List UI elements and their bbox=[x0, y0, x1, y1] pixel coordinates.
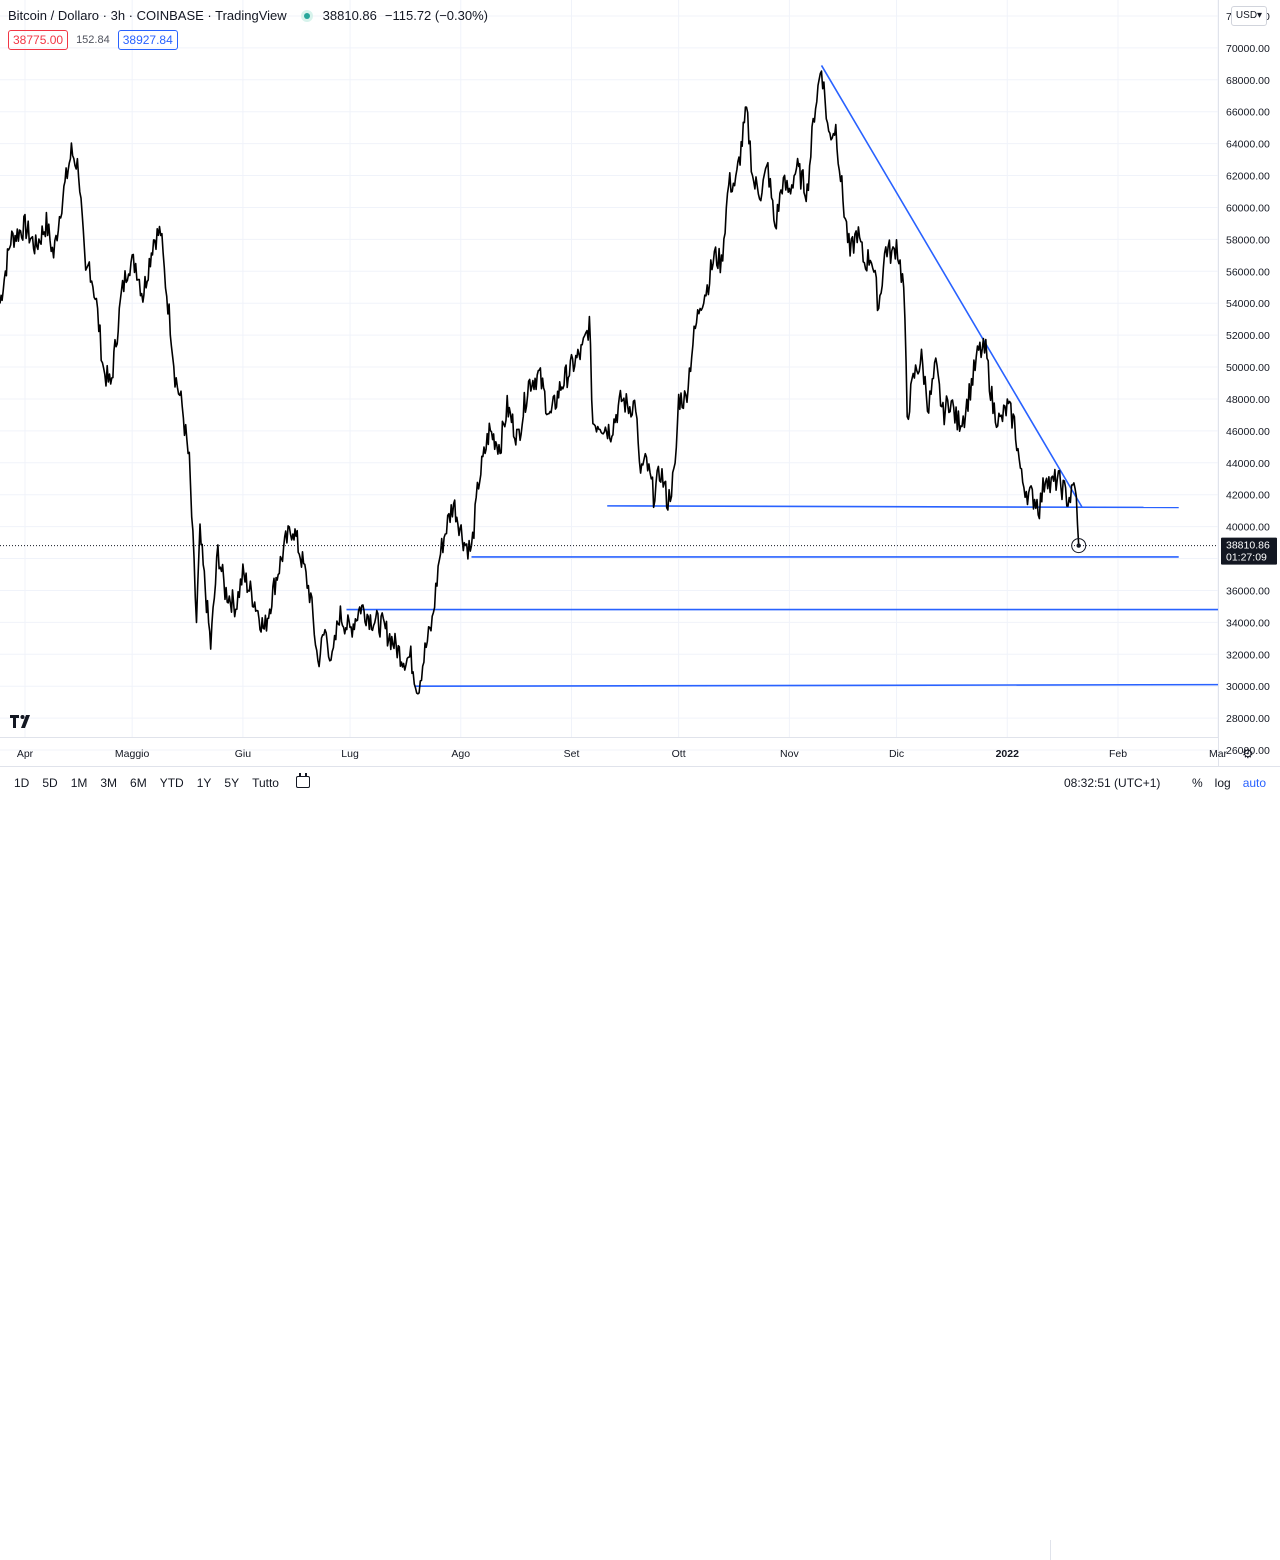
last-price: 38810.86 bbox=[322, 8, 377, 23]
price-tick-label: 64000.00 bbox=[1226, 139, 1270, 151]
gear-icon[interactable]: ⚙ bbox=[1242, 746, 1254, 761]
price-tick-label: 26000.00 bbox=[1226, 745, 1270, 757]
price-tick-label: 48000.00 bbox=[1226, 394, 1270, 406]
spread-value: 152.84 bbox=[76, 34, 110, 46]
time-tick-label: Apr bbox=[17, 748, 34, 760]
time-tick-label: Giu bbox=[235, 748, 252, 760]
period-button[interactable]: Tutto bbox=[252, 776, 279, 790]
period-button[interactable]: 3M bbox=[100, 776, 118, 790]
trendline[interactable] bbox=[820, 65, 1083, 508]
time-tick-label: Ago bbox=[451, 748, 470, 760]
horizontal-line[interactable] bbox=[414, 683, 1219, 688]
symbol-header: Bitcoin / Dollaro · 3h · COINBASE · Trad… bbox=[8, 8, 488, 23]
price-axis[interactable]: 26000.00 28000.00 30000.00 32000.00 34000.00… bbox=[1218, 0, 1280, 766]
time-tick-label: Ott bbox=[672, 748, 686, 760]
price-tick-label: 68000.00 bbox=[1226, 75, 1270, 87]
price-tick-label: 52000.00 bbox=[1226, 330, 1270, 342]
price-tick-label: 56000.00 bbox=[1226, 266, 1270, 278]
price-tick-label: 54000.00 bbox=[1226, 298, 1270, 310]
price-line bbox=[0, 70, 1080, 695]
period-button[interactable]: 5D bbox=[42, 776, 58, 790]
horizontal-line[interactable] bbox=[607, 505, 1179, 509]
time-tick-label: 2022 bbox=[996, 748, 1020, 760]
price-tick-label: 46000.00 bbox=[1226, 426, 1270, 438]
period-button[interactable]: 1M bbox=[70, 776, 88, 790]
period-button[interactable]: 5Y bbox=[224, 776, 240, 790]
symbol-title[interactable]: Bitcoin / Dollaro · 3h · COINBASE · Trad… bbox=[8, 8, 287, 23]
price-tick-label: 50000.00 bbox=[1226, 362, 1270, 374]
period-selector: 1D 5D 1M 3M 6M YTD 1Y 5Y Tutto bbox=[14, 776, 279, 790]
drawings[interactable] bbox=[346, 65, 1219, 688]
bid-button[interactable]: 38775.00 bbox=[8, 30, 69, 50]
time-tick-label: Mar bbox=[1209, 748, 1228, 760]
price-tick-label: 70000.00 bbox=[1226, 43, 1270, 55]
price-series bbox=[0, 70, 1087, 695]
auto-toggle[interactable]: auto bbox=[1242, 776, 1267, 790]
percent-toggle[interactable]: % bbox=[1192, 776, 1203, 790]
price-tick-label: 36000.00 bbox=[1226, 585, 1270, 597]
period-button[interactable]: 6M bbox=[130, 776, 147, 790]
price-tick-label: 30000.00 bbox=[1226, 681, 1270, 693]
bar-countdown: 01:27:09 bbox=[1226, 552, 1267, 564]
price-tick-label: 32000.00 bbox=[1226, 649, 1270, 661]
period-button[interactable]: 1Y bbox=[196, 776, 212, 790]
last-price-dot bbox=[1076, 543, 1081, 548]
price-tick-label: 66000.00 bbox=[1226, 107, 1270, 119]
grid bbox=[0, 0, 1219, 751]
price-tick-label: 60000.00 bbox=[1226, 202, 1270, 214]
tradingview-logo-icon[interactable] bbox=[8, 710, 34, 732]
last-price-badge bbox=[1221, 537, 1277, 565]
time-tick-label: Dic bbox=[889, 748, 904, 760]
price-tick-label: 58000.00 bbox=[1226, 234, 1270, 246]
period-button[interactable]: YTD bbox=[159, 776, 184, 790]
price-tick-label: 62000.00 bbox=[1226, 171, 1270, 183]
bottom-toolbar: 1D 5D 1M 3M 6M YTD 1Y 5Y Tutto 08:32:51 (UTC+1) … bbox=[0, 766, 1280, 1560]
price-tick-label: 42000.00 bbox=[1226, 490, 1270, 502]
calendar-icon[interactable] bbox=[296, 773, 310, 788]
ask-button[interactable]: 38927.84 bbox=[117, 30, 178, 50]
time-tick-label: Set bbox=[564, 748, 580, 760]
price-tick-label: 34000.00 bbox=[1226, 617, 1270, 629]
live-status-icon bbox=[300, 9, 313, 22]
clock-time[interactable]: 08:32:51 (UTC+1) bbox=[1064, 776, 1161, 790]
quote-row: 38775.00 152.84 38927.84 bbox=[8, 30, 178, 50]
price-chart[interactable]: 26000.00 28000.00 30000.00 32000.00 34000.00… bbox=[0, 0, 1280, 800]
price-change: −115.72 (−0.30%) bbox=[384, 8, 489, 23]
time-axis[interactable]: Apr Maggio Giu Lug Ago Set Ott Nov Dic 2022 Feb Mar bbox=[0, 737, 1228, 761]
price-axis-bg bbox=[1218, 0, 1280, 766]
chevron-down-icon: ▾ bbox=[1257, 10, 1263, 21]
period-button[interactable]: 1D bbox=[14, 776, 30, 790]
last-price-badge-price: 38810.86 bbox=[1226, 540, 1270, 552]
time-tick-label: Nov bbox=[780, 748, 799, 760]
currency-selector[interactable]: USD▾ bbox=[1231, 6, 1267, 26]
price-tick-label: 40000.00 bbox=[1226, 522, 1270, 534]
price-tick-label: 44000.00 bbox=[1226, 458, 1270, 470]
divider bbox=[1050, 1540, 1051, 1560]
time-tick-label: Maggio bbox=[115, 748, 150, 760]
log-toggle[interactable]: log bbox=[1214, 776, 1231, 790]
chart-area[interactable]: 26000.00 28000.00 30000.00 32000.00 34000.00… bbox=[0, 0, 1280, 800]
time-tick-label: Lug bbox=[341, 748, 359, 760]
price-tick-label: 28000.00 bbox=[1226, 713, 1270, 725]
time-tick-label: Feb bbox=[1109, 748, 1127, 760]
currency-label: USD bbox=[1235, 10, 1258, 21]
scale-options: % log auto bbox=[1192, 776, 1266, 790]
